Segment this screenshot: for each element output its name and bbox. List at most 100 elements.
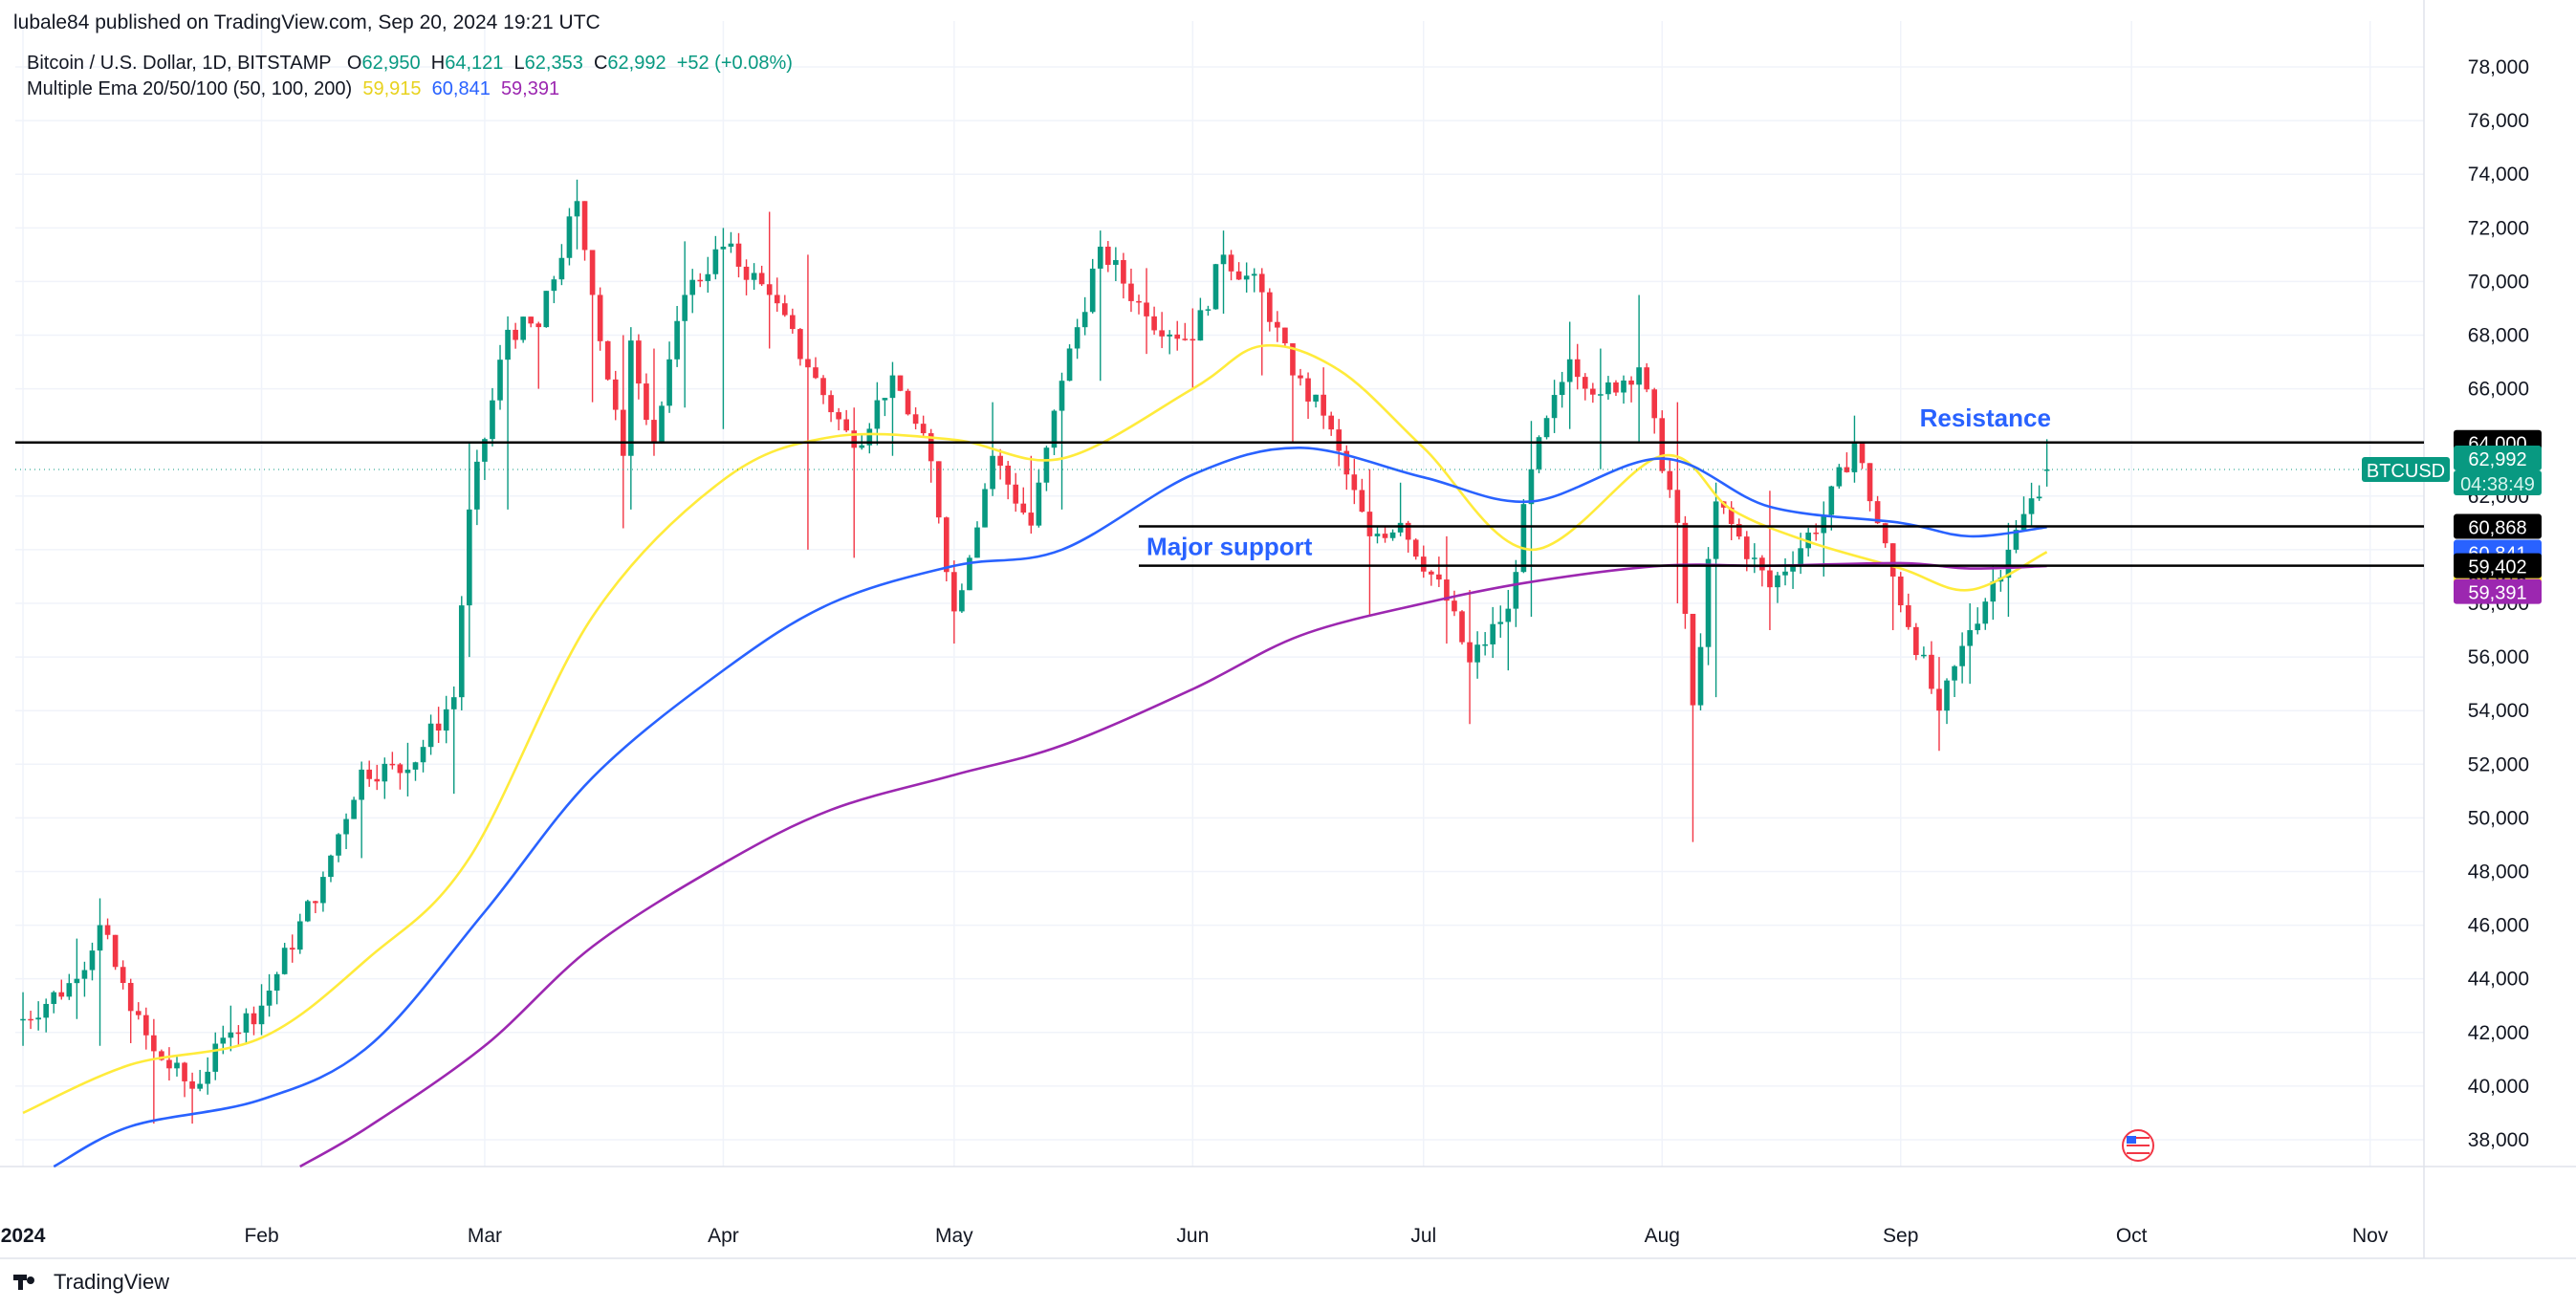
candle: [1775, 572, 1780, 603]
candle: [1036, 469, 1042, 528]
candle: [166, 1047, 172, 1081]
candle-body: [1089, 268, 1096, 313]
candle-body: [1190, 338, 1196, 341]
x-tick-label: Jun: [1176, 1225, 1209, 1247]
candle-body: [859, 445, 865, 448]
candle-body: [2028, 498, 2035, 514]
y-tick-label: 70,000: [2468, 271, 2529, 293]
candle: [1374, 525, 1381, 544]
candle-body: [836, 412, 841, 420]
candle-body: [813, 367, 819, 379]
candle: [1889, 543, 1896, 631]
candle: [843, 409, 849, 433]
candle-body: [1121, 260, 1126, 284]
candle: [359, 761, 364, 859]
ema200-value: 59,391: [500, 78, 560, 99]
candle: [120, 960, 126, 990]
candle: [766, 211, 773, 349]
candle: [1005, 461, 1011, 500]
candle: [1043, 446, 1050, 491]
candle-body: [1182, 338, 1189, 340]
candle-body: [636, 340, 642, 384]
candle-body: [497, 360, 503, 401]
candle-body: [1982, 601, 1989, 624]
x-tick-label: Nov: [2352, 1225, 2389, 1247]
close-label: C: [593, 53, 608, 74]
candle: [951, 560, 957, 644]
low-value: 62,353: [524, 53, 583, 74]
candle-body: [1429, 571, 1434, 575]
candle-body: [781, 303, 788, 316]
annotation-label: Resistance: [1920, 404, 2051, 432]
candle-body: [604, 340, 611, 380]
candle-body: [1490, 623, 1496, 644]
candle: [1505, 589, 1512, 671]
candle-body: [1674, 490, 1681, 523]
candle-body: [189, 1080, 195, 1089]
candle: [2043, 439, 2050, 487]
candle: [1351, 458, 1358, 505]
candle: [1359, 478, 1365, 513]
candle-body: [182, 1062, 187, 1081]
candle: [35, 1001, 41, 1031]
candle: [1782, 557, 1788, 586]
candle-body: [628, 340, 634, 456]
candle: [1767, 491, 1773, 631]
candle: [450, 686, 457, 795]
candle: [490, 387, 495, 447]
candle-body: [1144, 302, 1149, 316]
indicator-title: Multiple Ema 20/50/100 (50, 100, 200): [27, 78, 353, 99]
candle: [374, 764, 381, 791]
candle: [1559, 371, 1565, 408]
candle-body: [490, 400, 495, 440]
tradingview-logo-icon: [13, 1273, 46, 1292]
open-label: O: [346, 53, 362, 74]
x-tick-label: Aug: [1645, 1225, 1680, 1247]
candle-body: [1412, 539, 1419, 557]
candle-body: [1298, 375, 1303, 379]
x-tick-label: Apr: [708, 1225, 739, 1247]
candle: [851, 407, 858, 558]
flag-stripe: [2127, 1145, 2150, 1146]
candle: [1167, 330, 1173, 355]
candle-body: [705, 273, 711, 281]
candle: [1897, 572, 1904, 613]
annotation-label: Major support: [1146, 533, 1313, 561]
candle-body: [1282, 327, 1288, 344]
candle: [1382, 527, 1388, 543]
candle-body: [197, 1083, 203, 1089]
close-value: 62,992: [607, 53, 666, 74]
candle: [935, 461, 942, 524]
candle-body: [528, 316, 535, 324]
candle-body: [1782, 571, 1788, 576]
candle-body: [1497, 622, 1504, 624]
candle-body: [943, 517, 950, 573]
candle-body: [1728, 507, 1735, 525]
candle: [1651, 387, 1658, 434]
candle-body: [220, 1037, 227, 1044]
candle-body: [1536, 437, 1542, 469]
candle-body: [612, 379, 619, 410]
candle-body: [620, 409, 626, 456]
candle: [1944, 678, 1950, 725]
candle-body: [1598, 394, 1604, 396]
candle-body: [2036, 496, 2042, 499]
candle-body: [974, 527, 980, 558]
candle: [1528, 421, 1535, 618]
candle-body: [920, 424, 927, 434]
candle: [1690, 613, 1696, 842]
candle-body: [712, 249, 719, 274]
candle-body: [990, 455, 995, 490]
candle-body: [574, 201, 580, 217]
candle-body: [205, 1071, 211, 1084]
candle-body: [174, 1062, 180, 1069]
candle-body: [1136, 300, 1142, 303]
candle: [1582, 373, 1588, 401]
candle-body: [928, 433, 934, 462]
candle-body: [1644, 367, 1649, 390]
y-tick-label: 50,000: [2468, 807, 2529, 829]
candle-body: [351, 799, 357, 819]
candle: [1328, 411, 1335, 436]
